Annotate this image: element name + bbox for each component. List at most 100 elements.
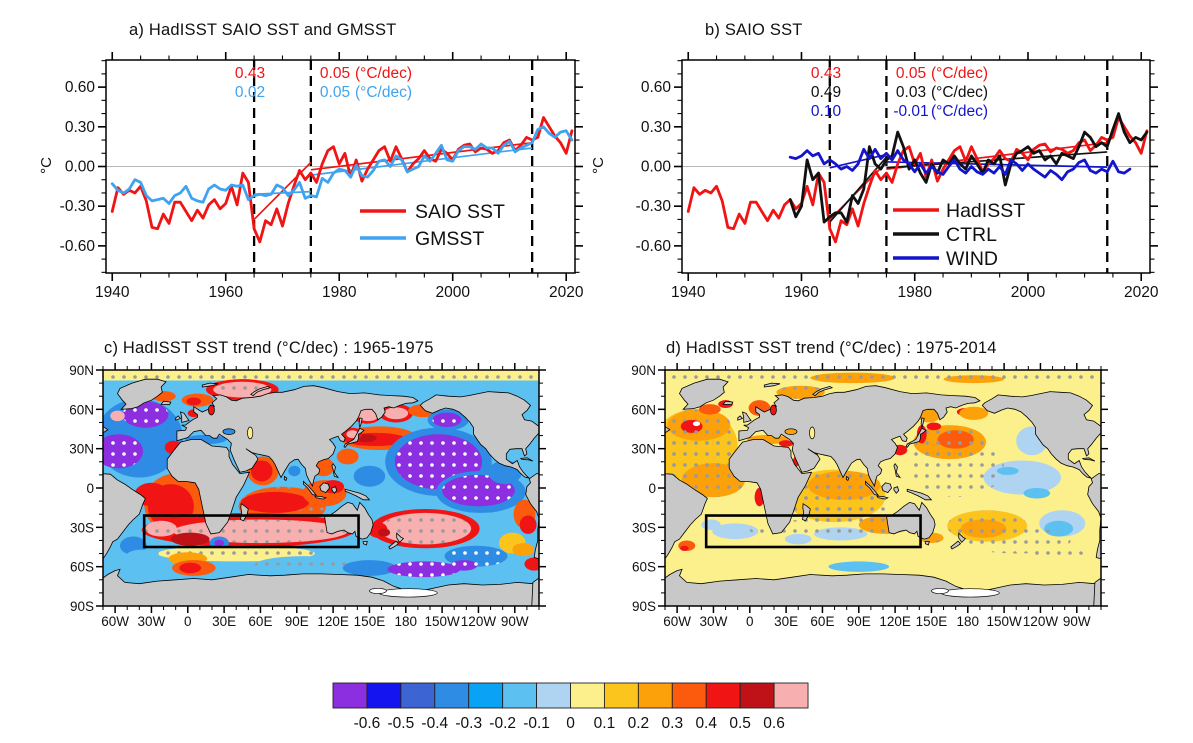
y-tick-label: -0.60 (636, 238, 672, 255)
trend-line (829, 161, 888, 221)
colorbar-tick-label: -0.3 (455, 715, 482, 732)
x-tick-label: 2000 (1011, 284, 1046, 301)
lon-tick-label: 150W (424, 614, 460, 629)
land-eurasia (738, 385, 981, 488)
x-tick-label: 2020 (1124, 284, 1159, 301)
stipple-overlay (907, 439, 1005, 498)
lon-tick-label: 90W (501, 614, 529, 629)
lon-tick-label: 120E (317, 614, 349, 629)
x-tick-label: 2000 (435, 284, 470, 301)
colorbar-tick-label: 0.3 (662, 715, 684, 732)
series-WIND (788, 147, 1132, 182)
land-ireland (737, 415, 744, 421)
stipple-overlay (103, 434, 143, 469)
land-philippines (331, 462, 340, 479)
trend-unit-label: (°C/dec) (931, 65, 988, 82)
trend-value-left: 0.43 (235, 65, 265, 82)
trend-feature (214, 539, 225, 547)
trend-feature (519, 515, 537, 534)
land-uk (617, 412, 626, 422)
land-africa (1165, 440, 1193, 534)
land-namerica (103, 425, 109, 434)
stipple-overlay (776, 385, 825, 399)
land-australia (886, 501, 936, 540)
panel-c-map: 60W 30W 0 30E 60E 90E 120E 150E 180 150W 120W 90W 90… (69, 363, 626, 629)
series-GMSST (110, 125, 574, 205)
legend-label-WIND: WIND (946, 248, 998, 270)
lon-tick-label: 60E (810, 614, 834, 629)
land-samerica (1087, 473, 1101, 560)
trend-value-right: 0.05 (320, 84, 350, 101)
legend-label-CTRL: CTRL (946, 224, 997, 246)
trend-feature (179, 562, 202, 574)
land-cuba (647, 458, 659, 461)
land-nz_north (396, 532, 405, 544)
colorbar-tick-label: 0.2 (628, 715, 650, 732)
trend-feature (959, 406, 989, 420)
panel-b-chart: 1940 1960 1980 2000 2020 0.60 0.30 0.00 -0.30 -0.… (636, 52, 1159, 301)
x-tick-label: 2020 (549, 284, 584, 301)
colorbar-cell (705, 682, 741, 709)
lon-tick-label: 120W (1023, 614, 1059, 629)
colorbar-cell (637, 682, 673, 709)
trend-feature (926, 422, 942, 431)
x-tick-label: 1940 (671, 284, 706, 301)
land-iceland (1159, 401, 1169, 405)
trend-feature (1023, 488, 1051, 499)
colorbar: -0.6 -0.5 -0.4 -0.3 -0.2 -0.1 0 0.1 0.2 0.3 0.4 0.5… (332, 682, 809, 732)
stipple-overlay (792, 484, 890, 532)
land-greenland (679, 378, 729, 410)
trend-feature (692, 421, 701, 427)
lat-tick-label: 60S (70, 560, 94, 575)
lon-tick-label: 150E (354, 614, 386, 629)
colorbar-cell (366, 682, 402, 709)
lat-tick-label: 30N (69, 442, 94, 457)
trend-value-left: 0.49 (811, 84, 841, 101)
land-ireland (612, 416, 617, 420)
stipple-overlay (379, 512, 472, 545)
trend-feature (828, 561, 890, 572)
land-novayazemlya (812, 385, 834, 397)
land-sumatra (865, 480, 880, 496)
land-iceland (597, 401, 607, 405)
land-uk (179, 411, 190, 423)
colorbar-tick-label: 0 (566, 715, 575, 732)
stipple-overlay (1031, 548, 1086, 562)
inland-sea (222, 428, 236, 435)
trend-feature (126, 549, 158, 563)
land-samerica (665, 473, 708, 560)
y-tick-label: 0.60 (641, 79, 672, 96)
y-tick-label: -0.60 (60, 238, 96, 255)
trend-feature (680, 545, 689, 551)
colorbar-cell (773, 682, 809, 709)
trend-value-right: -0.01 (893, 103, 928, 120)
stipple-overlay (432, 412, 462, 428)
trend-feature (241, 491, 309, 513)
lon-tick-label: 150W (986, 614, 1022, 629)
land-nz_south (950, 540, 962, 550)
land-eurasia (1175, 386, 1193, 486)
land-newguinea (906, 488, 933, 501)
land-antarctica (531, 577, 539, 606)
lon-tick-label: 150E (916, 614, 948, 629)
trend-feature (250, 460, 273, 482)
y-tick-label: -0.30 (636, 198, 672, 215)
colorbar-cell (434, 682, 470, 709)
land-japan (905, 427, 927, 448)
y-tick-label: 0.00 (641, 159, 672, 176)
land-java (314, 495, 327, 500)
lat-tick-label: 0 (648, 481, 656, 496)
colorbar-cell (671, 682, 707, 709)
land-java (876, 495, 889, 500)
trend-feature (170, 532, 210, 546)
lat-tick-label: 90N (631, 363, 656, 378)
land-sulawesi (331, 486, 338, 494)
lat-tick-label: 0 (86, 481, 94, 496)
land-newguinea (344, 488, 371, 501)
trend-feature (712, 523, 759, 540)
stipple-overlay (213, 381, 272, 398)
x-tick-label: 1960 (208, 284, 243, 301)
land-sakhalin (358, 417, 363, 428)
land-sakhalin (920, 417, 925, 428)
land-antarctica (665, 568, 1101, 606)
